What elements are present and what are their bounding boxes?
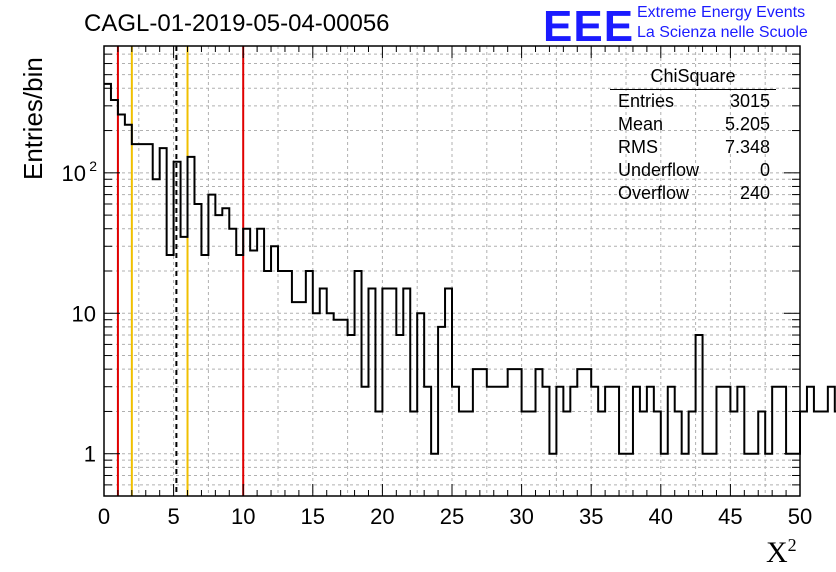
stats-value: 7.348	[724, 137, 770, 157]
stats-row: Overflow 240	[610, 182, 776, 205]
stats-label: Overflow	[618, 183, 690, 203]
stats-row: Entries 3015	[610, 90, 776, 113]
stats-row: Underflow 0	[610, 159, 776, 182]
logo-line-1: Extreme Energy Events	[637, 4, 806, 21]
stats-value: 0	[759, 160, 770, 180]
y-tick-label: 1	[84, 442, 96, 467]
y-tick-label-exponent: 2	[89, 158, 97, 174]
eee-logo-mark: EEE	[543, 2, 635, 51]
logo-line-2: La Scienza nelle Scuole	[637, 24, 808, 41]
y-axis-label: Entries/bin	[18, 57, 48, 180]
chart-title: CAGL-01-2019-05-04-00056	[84, 10, 390, 37]
x-tick-label: 0	[98, 504, 110, 529]
stats-value: 3015	[729, 91, 770, 111]
stats-value: 240	[739, 183, 770, 203]
x-tick-label: 30	[509, 504, 533, 529]
stats-label: Underflow	[618, 160, 700, 180]
stats-row: RMS 7.348	[610, 136, 776, 159]
stats-title: ChiSquare	[610, 66, 776, 90]
x-tick-label: 40	[649, 504, 673, 529]
stats-box: ChiSquare Entries 3015 Mean 5.205 RMS 7.348…	[610, 66, 776, 205]
x-tick-label: 35	[579, 504, 603, 529]
x-tick-label: 25	[440, 504, 464, 529]
y-tick-label: 10	[72, 301, 96, 326]
stats-label: Entries	[618, 91, 675, 111]
x-tick-label: 10	[231, 504, 255, 529]
histogram-series	[104, 82, 836, 455]
stats-label: RMS	[618, 137, 658, 157]
x-axis-label: X2	[766, 535, 797, 570]
x-tick-label: 45	[718, 504, 742, 529]
x-tick-label: 20	[370, 504, 394, 529]
stats-row: Mean 5.205	[610, 113, 776, 136]
stats-label: Mean	[618, 114, 664, 134]
x-tick-label: 15	[301, 504, 325, 529]
x-tick-label: 5	[167, 504, 179, 529]
x-axis-label-superscript: 2	[787, 535, 797, 555]
y-tick-label: 10	[62, 161, 86, 186]
x-tick-label: 50	[788, 504, 812, 529]
x-axis-label-base: X	[766, 536, 788, 569]
stats-value: 5.205	[724, 114, 770, 134]
